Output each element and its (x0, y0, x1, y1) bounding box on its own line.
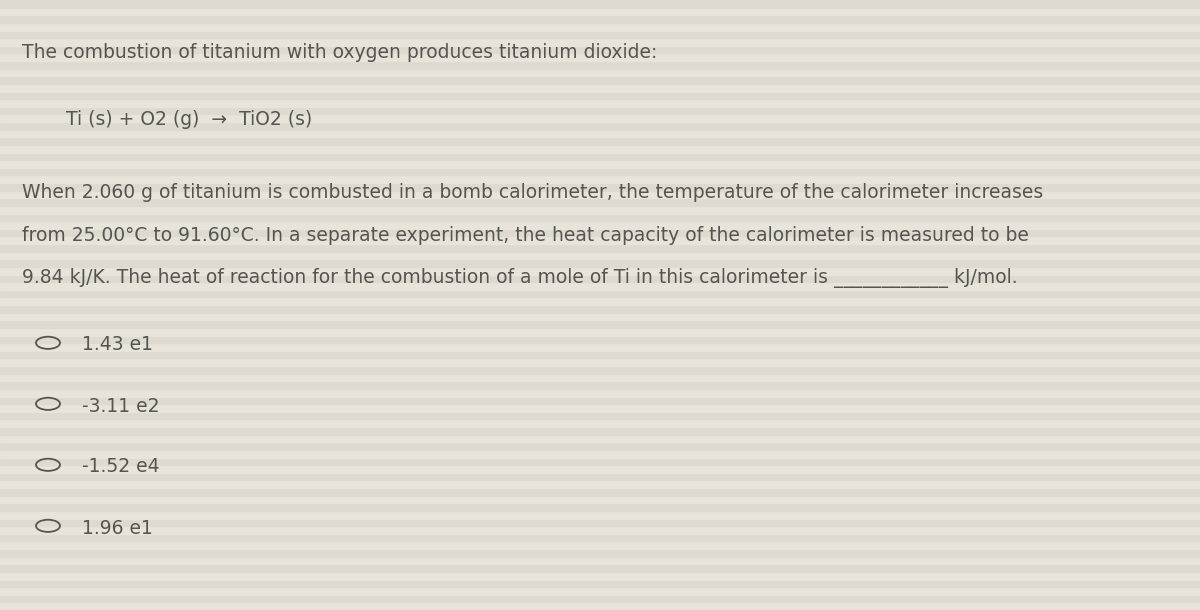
Bar (0, 458, 1200, 465)
Bar (0, 54, 1200, 61)
Bar (0, 442, 1200, 450)
Bar (0, 434, 1200, 442)
Bar (0, 183, 1200, 190)
Bar (0, 587, 1200, 595)
Bar (0, 366, 1200, 373)
Bar (0, 175, 1200, 183)
Bar (0, 267, 1200, 274)
Bar (0, 495, 1200, 503)
Bar (0, 526, 1200, 534)
Bar (0, 290, 1200, 297)
Bar (0, 549, 1200, 556)
Bar (0, 46, 1200, 54)
Bar (0, 389, 1200, 396)
Text: The combustion of titanium with oxygen produces titanium dioxide:: The combustion of titanium with oxygen p… (22, 43, 656, 62)
Bar (0, 229, 1200, 236)
Bar (0, 274, 1200, 282)
Bar (0, 130, 1200, 137)
Bar (0, 312, 1200, 320)
Bar (0, 214, 1200, 221)
Bar (0, 84, 1200, 92)
Bar (0, 473, 1200, 481)
Bar (0, 160, 1200, 168)
Bar (0, 61, 1200, 69)
Bar (0, 359, 1200, 366)
Bar (0, 298, 1200, 305)
Bar (0, 92, 1200, 99)
Bar (0, 518, 1200, 526)
Bar (0, 556, 1200, 564)
Bar (0, 373, 1200, 381)
Bar (0, 412, 1200, 420)
Bar (0, 38, 1200, 46)
Bar (0, 450, 1200, 458)
Bar (0, 488, 1200, 495)
Text: -3.11 e2: -3.11 e2 (82, 396, 160, 415)
Bar (0, 534, 1200, 542)
Bar (0, 351, 1200, 358)
Bar (0, 503, 1200, 511)
Bar (0, 23, 1200, 31)
Bar (0, 15, 1200, 23)
Bar (0, 320, 1200, 328)
Bar (0, 580, 1200, 587)
Bar (0, 465, 1200, 473)
Bar (0, 30, 1200, 38)
Bar (0, 69, 1200, 76)
Bar (0, 595, 1200, 603)
Bar (0, 7, 1200, 15)
Bar (0, 343, 1200, 351)
Text: Ti (s) + O2 (g)  →  TiO2 (s): Ti (s) + O2 (g) → TiO2 (s) (66, 110, 312, 129)
Bar (0, 115, 1200, 122)
Bar (0, 564, 1200, 572)
Bar (0, 404, 1200, 412)
Bar (0, 236, 1200, 244)
Bar (0, 107, 1200, 115)
Bar (0, 603, 1200, 610)
Text: -1.52 e4: -1.52 e4 (82, 458, 160, 476)
Bar (0, 542, 1200, 549)
Bar (0, 282, 1200, 290)
Bar (0, 0, 1200, 7)
Bar (0, 511, 1200, 518)
Text: from 25.00°C to 91.60°C. In a separate experiment, the heat capacity of the calo: from 25.00°C to 91.60°C. In a separate e… (22, 226, 1028, 245)
Bar (0, 198, 1200, 206)
Text: 1.43 e1: 1.43 e1 (82, 336, 152, 354)
Bar (0, 328, 1200, 336)
Bar (0, 244, 1200, 251)
Bar (0, 396, 1200, 404)
Bar (0, 420, 1200, 427)
Bar (0, 259, 1200, 267)
Bar (0, 336, 1200, 343)
Text: 9.84 kJ/K. The heat of reaction for the combustion of a mole of Ti in this calor: 9.84 kJ/K. The heat of reaction for the … (22, 268, 1018, 289)
Text: 1.96 e1: 1.96 e1 (82, 518, 152, 537)
Bar (0, 305, 1200, 312)
Bar (0, 572, 1200, 580)
Bar (0, 76, 1200, 84)
Bar (0, 221, 1200, 229)
Bar (0, 251, 1200, 259)
Bar (0, 206, 1200, 213)
Bar (0, 381, 1200, 389)
Bar (0, 137, 1200, 145)
Bar (0, 99, 1200, 107)
Bar (0, 168, 1200, 176)
Bar (0, 481, 1200, 488)
Bar (0, 190, 1200, 198)
Text: When 2.060 g of titanium is combusted in a bomb calorimeter, the temperature of : When 2.060 g of titanium is combusted in… (22, 183, 1043, 202)
Bar (0, 145, 1200, 152)
Bar (0, 427, 1200, 434)
Bar (0, 152, 1200, 160)
Bar (0, 122, 1200, 129)
